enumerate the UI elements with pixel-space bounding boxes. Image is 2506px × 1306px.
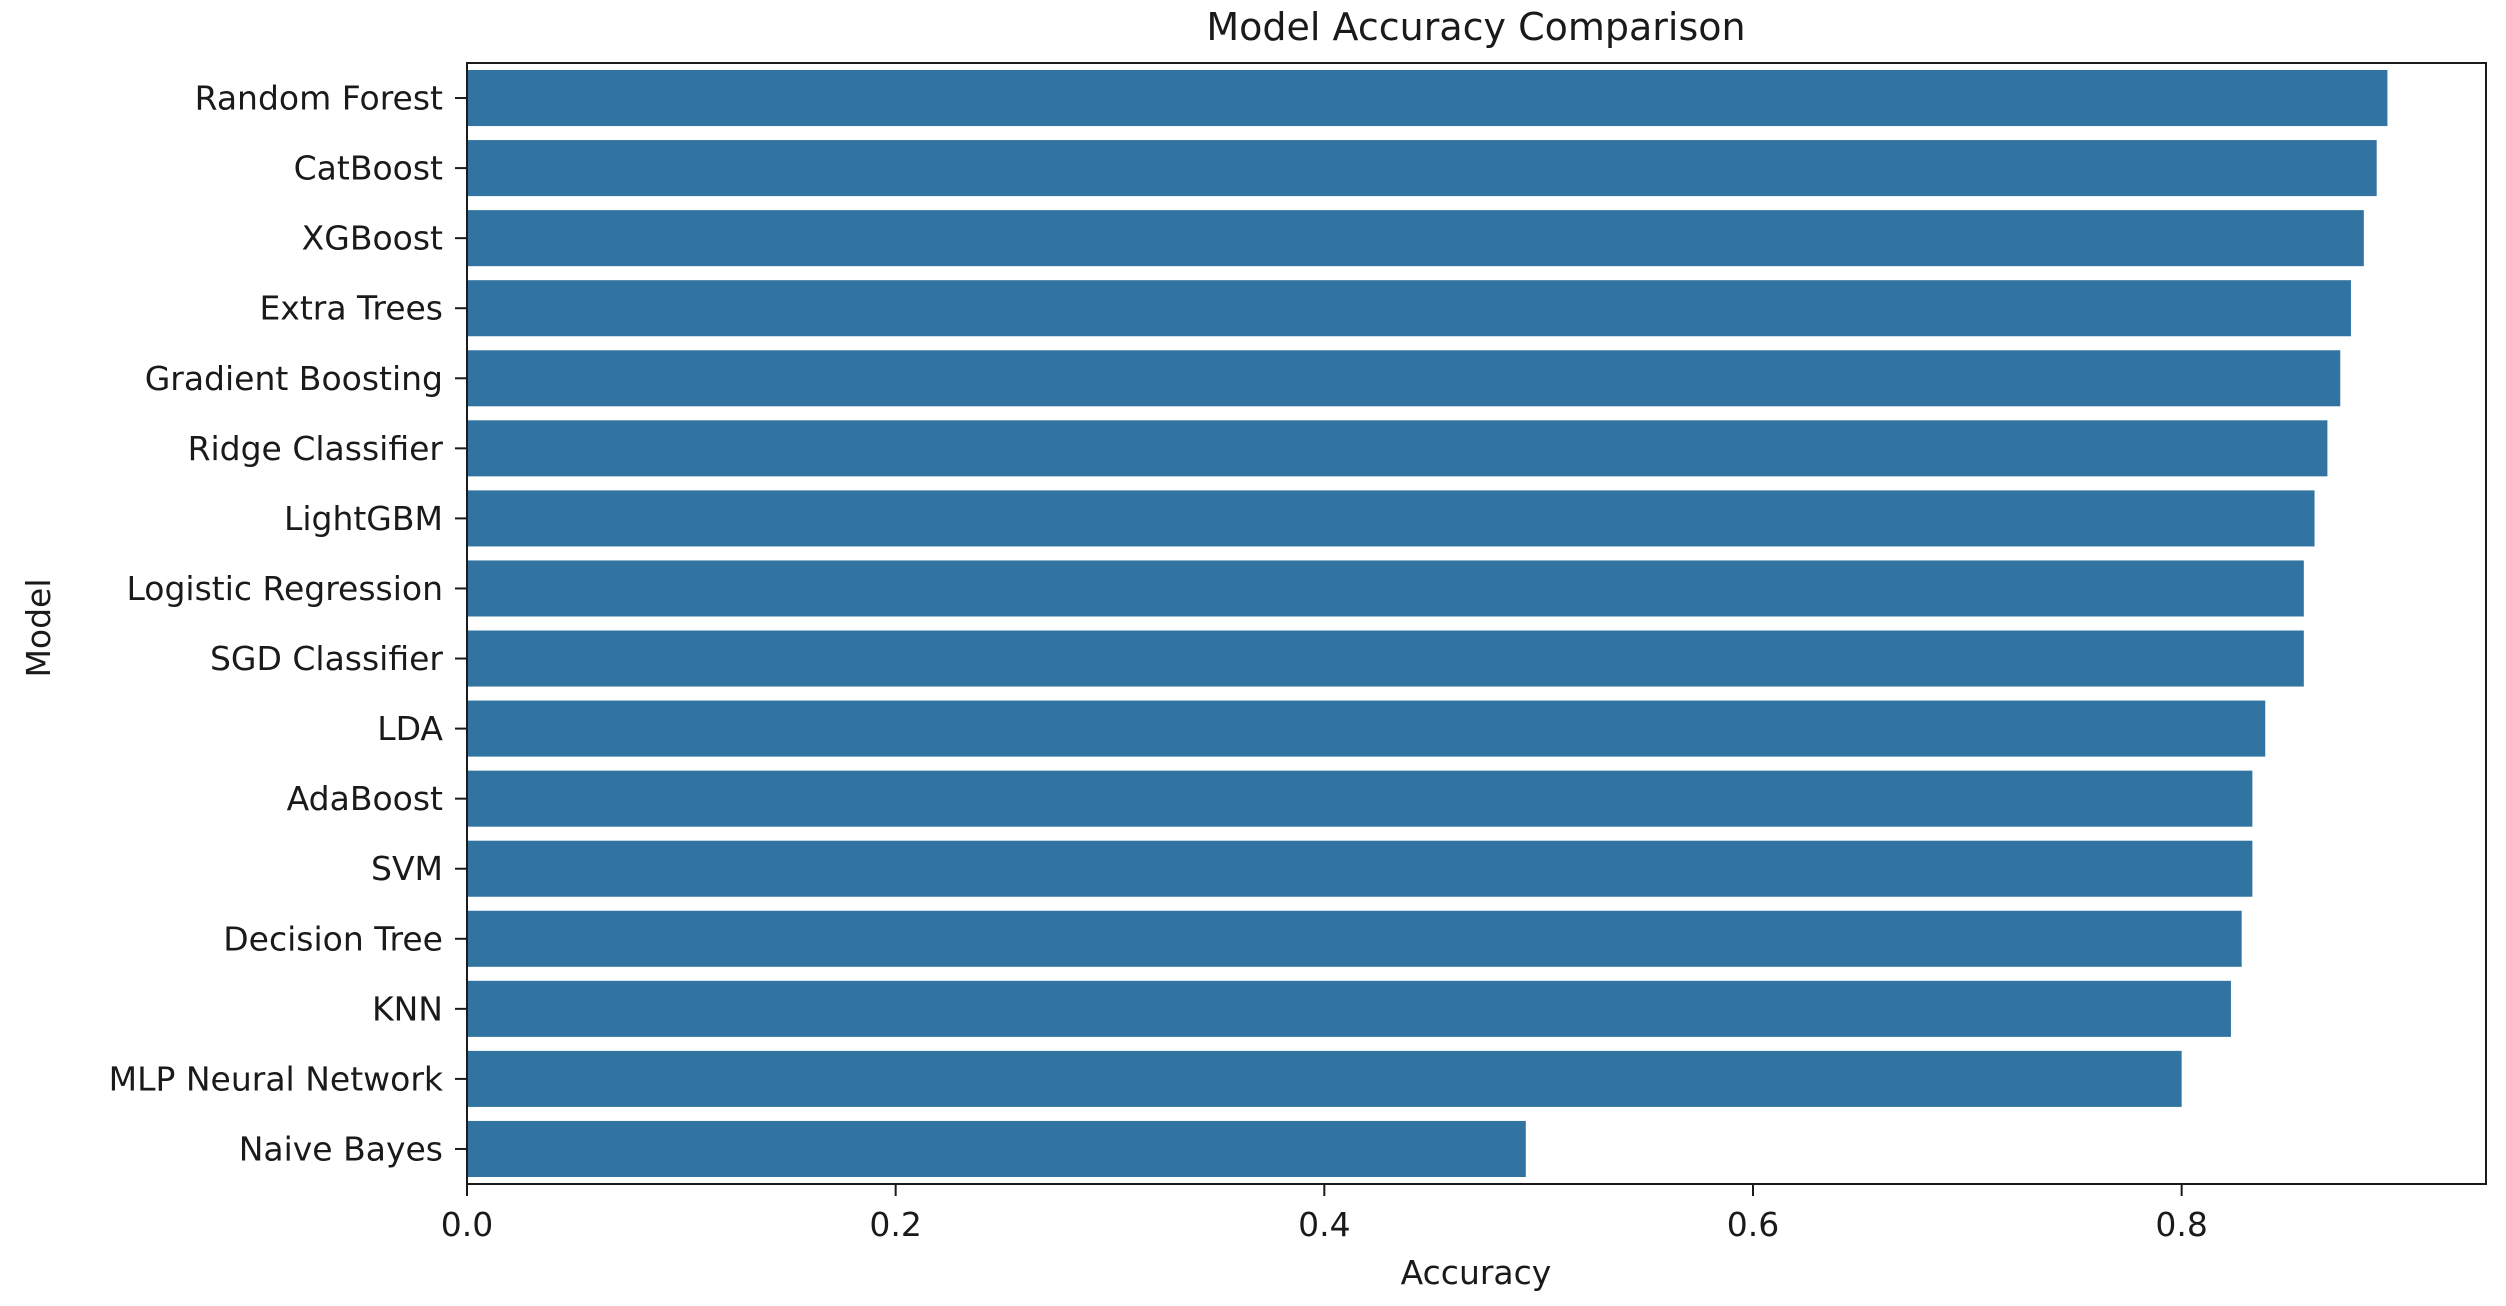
y-tick-label: Extra Trees <box>259 289 443 328</box>
bar-gradient-boosting <box>467 350 2341 407</box>
y-tick-label: Decision Tree <box>223 919 443 958</box>
y-tick-label: Logistic Regression <box>126 569 443 608</box>
chart-title: Model Accuracy Comparison <box>1206 5 1745 49</box>
y-tick-label: LDA <box>377 709 443 748</box>
bars <box>467 70 2388 1177</box>
bar-lda <box>467 700 2266 757</box>
bar-catboost <box>467 140 2377 197</box>
bar-sgd-classifier <box>467 630 2304 687</box>
y-tick-label: MLP Neural Network <box>109 1059 444 1098</box>
y-tick-label: SVM <box>371 849 443 888</box>
y-tick-label: Random Forest <box>195 79 443 118</box>
y-tick-label: Naive Bayes <box>239 1129 443 1168</box>
y-tick-label: KNN <box>372 989 443 1028</box>
y-tick-label: CatBoost <box>294 149 443 188</box>
y-tick-label: LightGBM <box>284 499 443 538</box>
bar-decision-tree <box>467 910 2242 967</box>
bar-lightgbm <box>467 490 2315 547</box>
x-ticks: 0.0 0.2 0.4 0.6 0.8 <box>441 1184 2208 1244</box>
bar-mlp-neural-network <box>467 1050 2182 1107</box>
bar-extra-trees <box>467 280 2351 337</box>
y-tick-label: SGD Classifier <box>210 639 443 678</box>
x-tick-label: 0.4 <box>1298 1205 1350 1244</box>
y-tick-label: Ridge Classifier <box>188 429 444 468</box>
bar-random-forest <box>467 70 2388 127</box>
bar-xgboost <box>467 210 2364 267</box>
x-axis-label: Accuracy <box>1401 1253 1552 1292</box>
y-tick-label: Gradient Boosting <box>145 359 443 398</box>
y-axis-label: Model <box>19 578 58 677</box>
plot-frame <box>466 62 2487 1185</box>
y-tick-labels: Random Forest CatBoost XGBoost Extra Trees G… <box>109 79 467 1168</box>
x-tick-label: 0.6 <box>1727 1205 1779 1244</box>
bar-adaboost <box>467 770 2253 827</box>
x-tick-label: 0.0 <box>441 1205 493 1244</box>
bar-svm <box>467 840 2253 897</box>
y-tick-label: AdaBoost <box>287 779 443 818</box>
bar-naive-bayes <box>467 1120 1526 1177</box>
bar-knn <box>467 980 2231 1037</box>
x-tick-label: 0.2 <box>869 1205 921 1244</box>
y-tick-label: XGBoost <box>302 219 443 258</box>
bar-ridge-classifier <box>467 420 2328 477</box>
bar-logistic-regression <box>467 560 2304 617</box>
x-tick-label: 0.8 <box>2155 1205 2207 1244</box>
